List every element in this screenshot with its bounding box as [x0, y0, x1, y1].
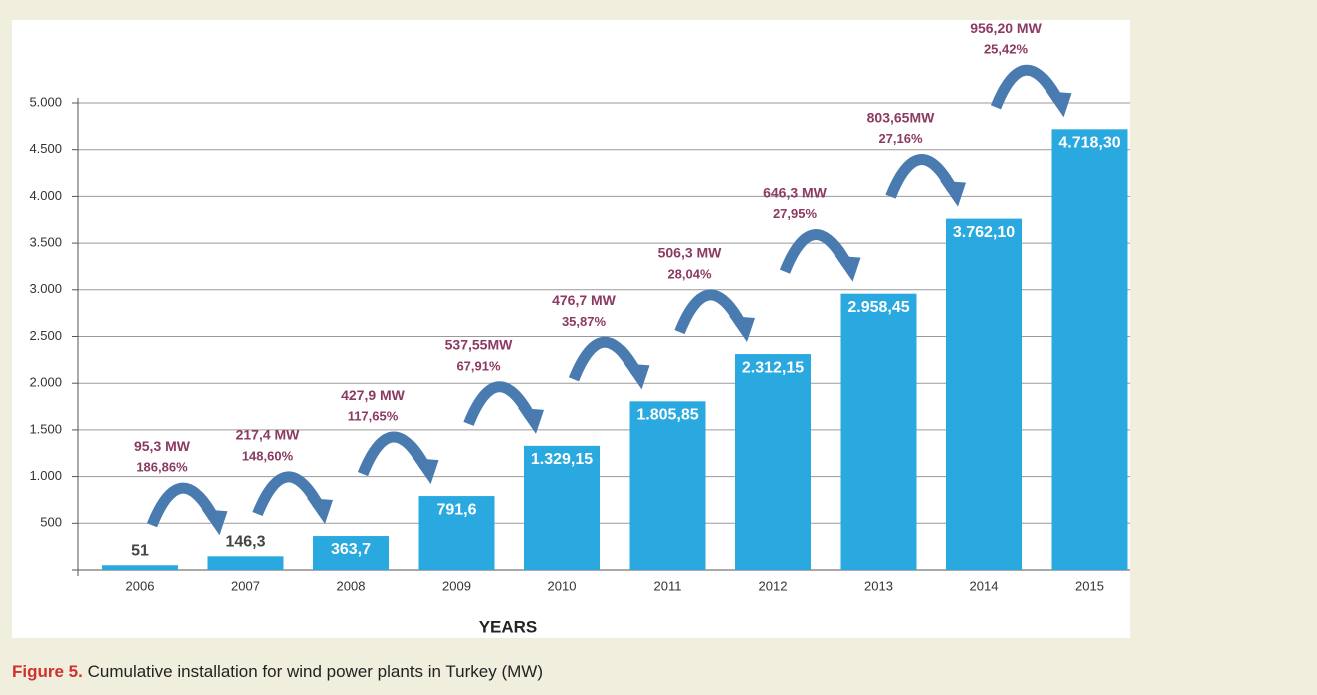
arrow-head [940, 180, 966, 207]
caption: Figure 5. Cumulative installation for wi… [12, 662, 543, 682]
arrow [990, 64, 1063, 110]
bar [946, 218, 1022, 570]
arrow [674, 289, 746, 335]
y-tick-label: 2.000 [29, 375, 62, 390]
bar [735, 354, 811, 570]
y-tick-label: 3.000 [29, 281, 62, 296]
bar [524, 445, 600, 570]
increment-label: 537,55MW [445, 337, 513, 353]
increment-percent: 27,16% [878, 131, 923, 146]
increment-label: 217,4 MW [236, 427, 301, 443]
increment-label: 476,7 MW [552, 292, 617, 308]
caption-label: Figure 5. [12, 662, 83, 681]
bar [102, 565, 178, 570]
increment-percent: 35,87% [562, 314, 607, 329]
x-tick-label: 2009 [442, 578, 471, 593]
increment-percent: 117,65% [348, 409, 399, 424]
value-label: 51 [131, 542, 149, 559]
arrow-head [307, 498, 333, 525]
value-label: 2.958,45 [847, 299, 909, 316]
bar [418, 496, 495, 570]
arrow [357, 431, 430, 477]
x-tick-label: 2008 [337, 578, 366, 593]
x-axis-label: YEARS [479, 617, 538, 636]
bar [207, 556, 284, 570]
arrow [568, 336, 641, 382]
value-label: 4.718,30 [1058, 135, 1120, 152]
arrow [463, 381, 535, 426]
bar [1051, 129, 1128, 570]
increment-percent: 186,86% [136, 460, 188, 475]
increment-percent: 28,04% [667, 266, 712, 281]
value-label: 363,7 [331, 541, 371, 558]
x-tick-label: 2012 [759, 578, 788, 593]
y-tick-label: 500 [40, 515, 62, 530]
value-label: 2.312,15 [742, 359, 804, 376]
y-tick-label: 2.500 [29, 328, 62, 343]
increment-label: 956,20 MW [970, 20, 1042, 36]
arrow-head [518, 407, 544, 434]
arrow-head [412, 458, 439, 485]
arrow [779, 229, 852, 274]
x-tick-label: 2007 [231, 578, 260, 593]
x-tick-label: 2014 [970, 578, 999, 593]
x-tick-label: 2006 [126, 578, 155, 593]
increment-percent: 148,60% [242, 448, 294, 463]
arrow [146, 482, 219, 528]
increment-percent: 67,91% [456, 358, 501, 373]
increment-label: 95,3 MW [134, 438, 191, 454]
arrow-head [1045, 91, 1072, 118]
bar [629, 401, 706, 570]
y-tick-label: 5.000 [29, 94, 62, 109]
arrow-head [623, 363, 650, 390]
value-label: 791,6 [436, 501, 476, 518]
value-label: 1.805,85 [636, 407, 698, 424]
arrow [252, 471, 324, 517]
value-label: 3.762,10 [953, 224, 1015, 241]
y-tick-label: 1.000 [29, 468, 62, 483]
increment-percent: 25,42% [984, 42, 1029, 57]
arrow [885, 154, 957, 199]
increment-label: 427,9 MW [341, 387, 406, 403]
y-tick-label: 1.500 [29, 421, 62, 436]
bar [313, 536, 389, 570]
x-tick-label: 2011 [654, 578, 682, 593]
arrow-head [834, 255, 861, 282]
bar [840, 293, 917, 570]
y-tick-label: 4.500 [29, 141, 62, 156]
y-tick-label: 4.000 [29, 188, 62, 203]
chart: YEARS 500 1.000 1.500 2.000 2.500 3.000 3.500 4… [29, 20, 1130, 636]
x-tick-label: 2015 [1075, 578, 1104, 593]
y-tick-label: 3.500 [29, 235, 62, 250]
arrow-head [729, 316, 755, 343]
arrow-head [201, 509, 228, 536]
x-tick-label: 2010 [548, 578, 577, 593]
increment-label: 506,3 MW [658, 245, 723, 261]
increment-label: 803,65MW [867, 109, 935, 125]
x-tick-label: 2013 [864, 578, 893, 593]
value-label: 146,3 [225, 534, 265, 551]
increment-label: 646,3 MW [763, 184, 828, 200]
value-label: 1.329,15 [531, 451, 593, 468]
caption-text: Cumulative installation for wind power p… [87, 662, 543, 681]
increment-percent: 27,95% [773, 206, 818, 221]
